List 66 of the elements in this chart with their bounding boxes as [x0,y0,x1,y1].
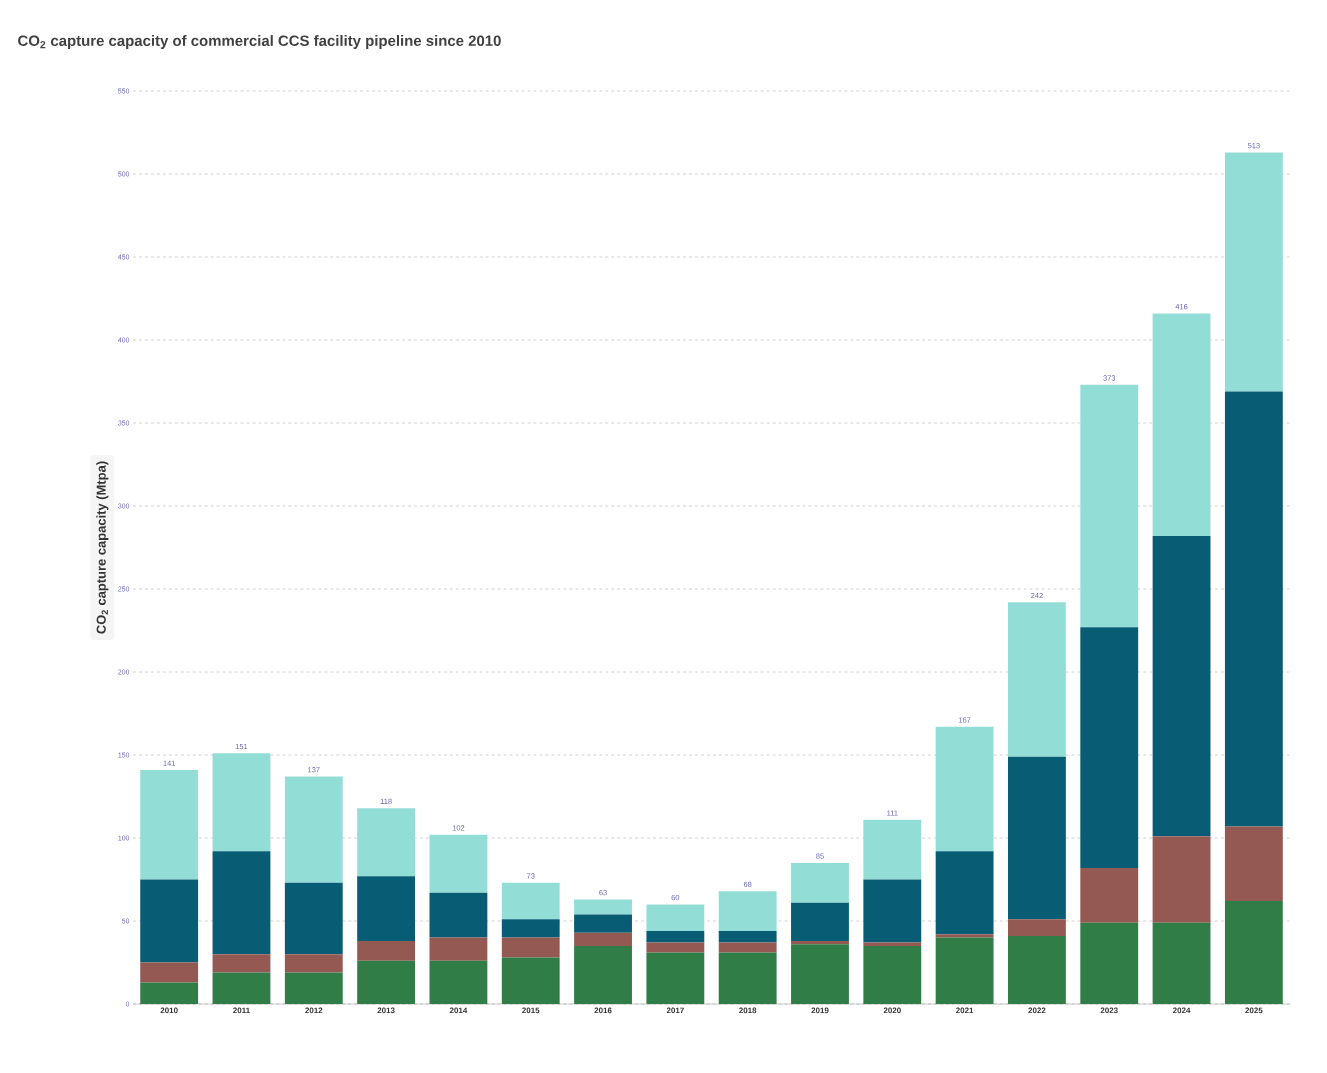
bar [1008,919,1066,936]
bar [1224,826,1283,902]
bar [791,902,849,941]
bar [357,808,416,877]
chart-title: CO$_{2}$ capture capacity of commercial CCS facility pipeline since 2010 [18,35,501,49]
bar [646,942,705,953]
bar [140,962,199,983]
bar [284,776,343,883]
bar [212,972,271,1005]
bar [646,930,705,943]
bar [429,892,488,938]
bar [1080,627,1139,868]
y-axis-title: CO$_{2}$ capture capacity (Mtpa) [96,461,109,634]
bar [1224,391,1283,827]
bar [718,942,777,953]
bar [212,753,271,852]
bar [863,819,922,880]
bar [1008,756,1066,920]
bar [212,954,271,973]
bar [863,879,922,943]
bar [140,769,199,880]
bar [791,940,849,945]
bar [501,882,560,920]
bar [429,960,488,1005]
bar [935,934,994,938]
bar [501,957,560,1005]
bar [1152,922,1211,1005]
bar [1080,922,1139,1005]
bar [574,914,632,933]
bar [284,882,343,955]
bar [718,891,777,931]
bar [1224,901,1283,1005]
bar [863,945,922,1005]
bar [357,876,416,941]
bar [718,952,777,1005]
bar [1152,313,1211,536]
bar [284,954,343,973]
bar [140,879,199,963]
bar [501,937,560,958]
bar [429,834,488,893]
bar [429,937,488,961]
bar [140,982,199,1005]
bar [935,726,994,852]
bar [357,940,416,961]
bar [284,972,343,1005]
bar [574,945,632,1005]
bar [863,942,922,946]
bar [791,862,849,903]
bar [574,899,632,915]
bar [1008,935,1066,1005]
bar [501,919,560,938]
bar [1152,836,1211,923]
bar [935,851,994,935]
bar [1080,867,1139,923]
bar [1008,602,1066,757]
bar [1080,384,1139,628]
bar [574,932,632,946]
bar [646,952,705,1005]
bar [935,937,994,1005]
bar [646,904,705,931]
bar [791,944,849,1005]
bar [212,851,271,955]
bar [718,930,777,943]
bar [357,960,416,1005]
bar [1152,535,1211,837]
bar [1224,152,1283,392]
